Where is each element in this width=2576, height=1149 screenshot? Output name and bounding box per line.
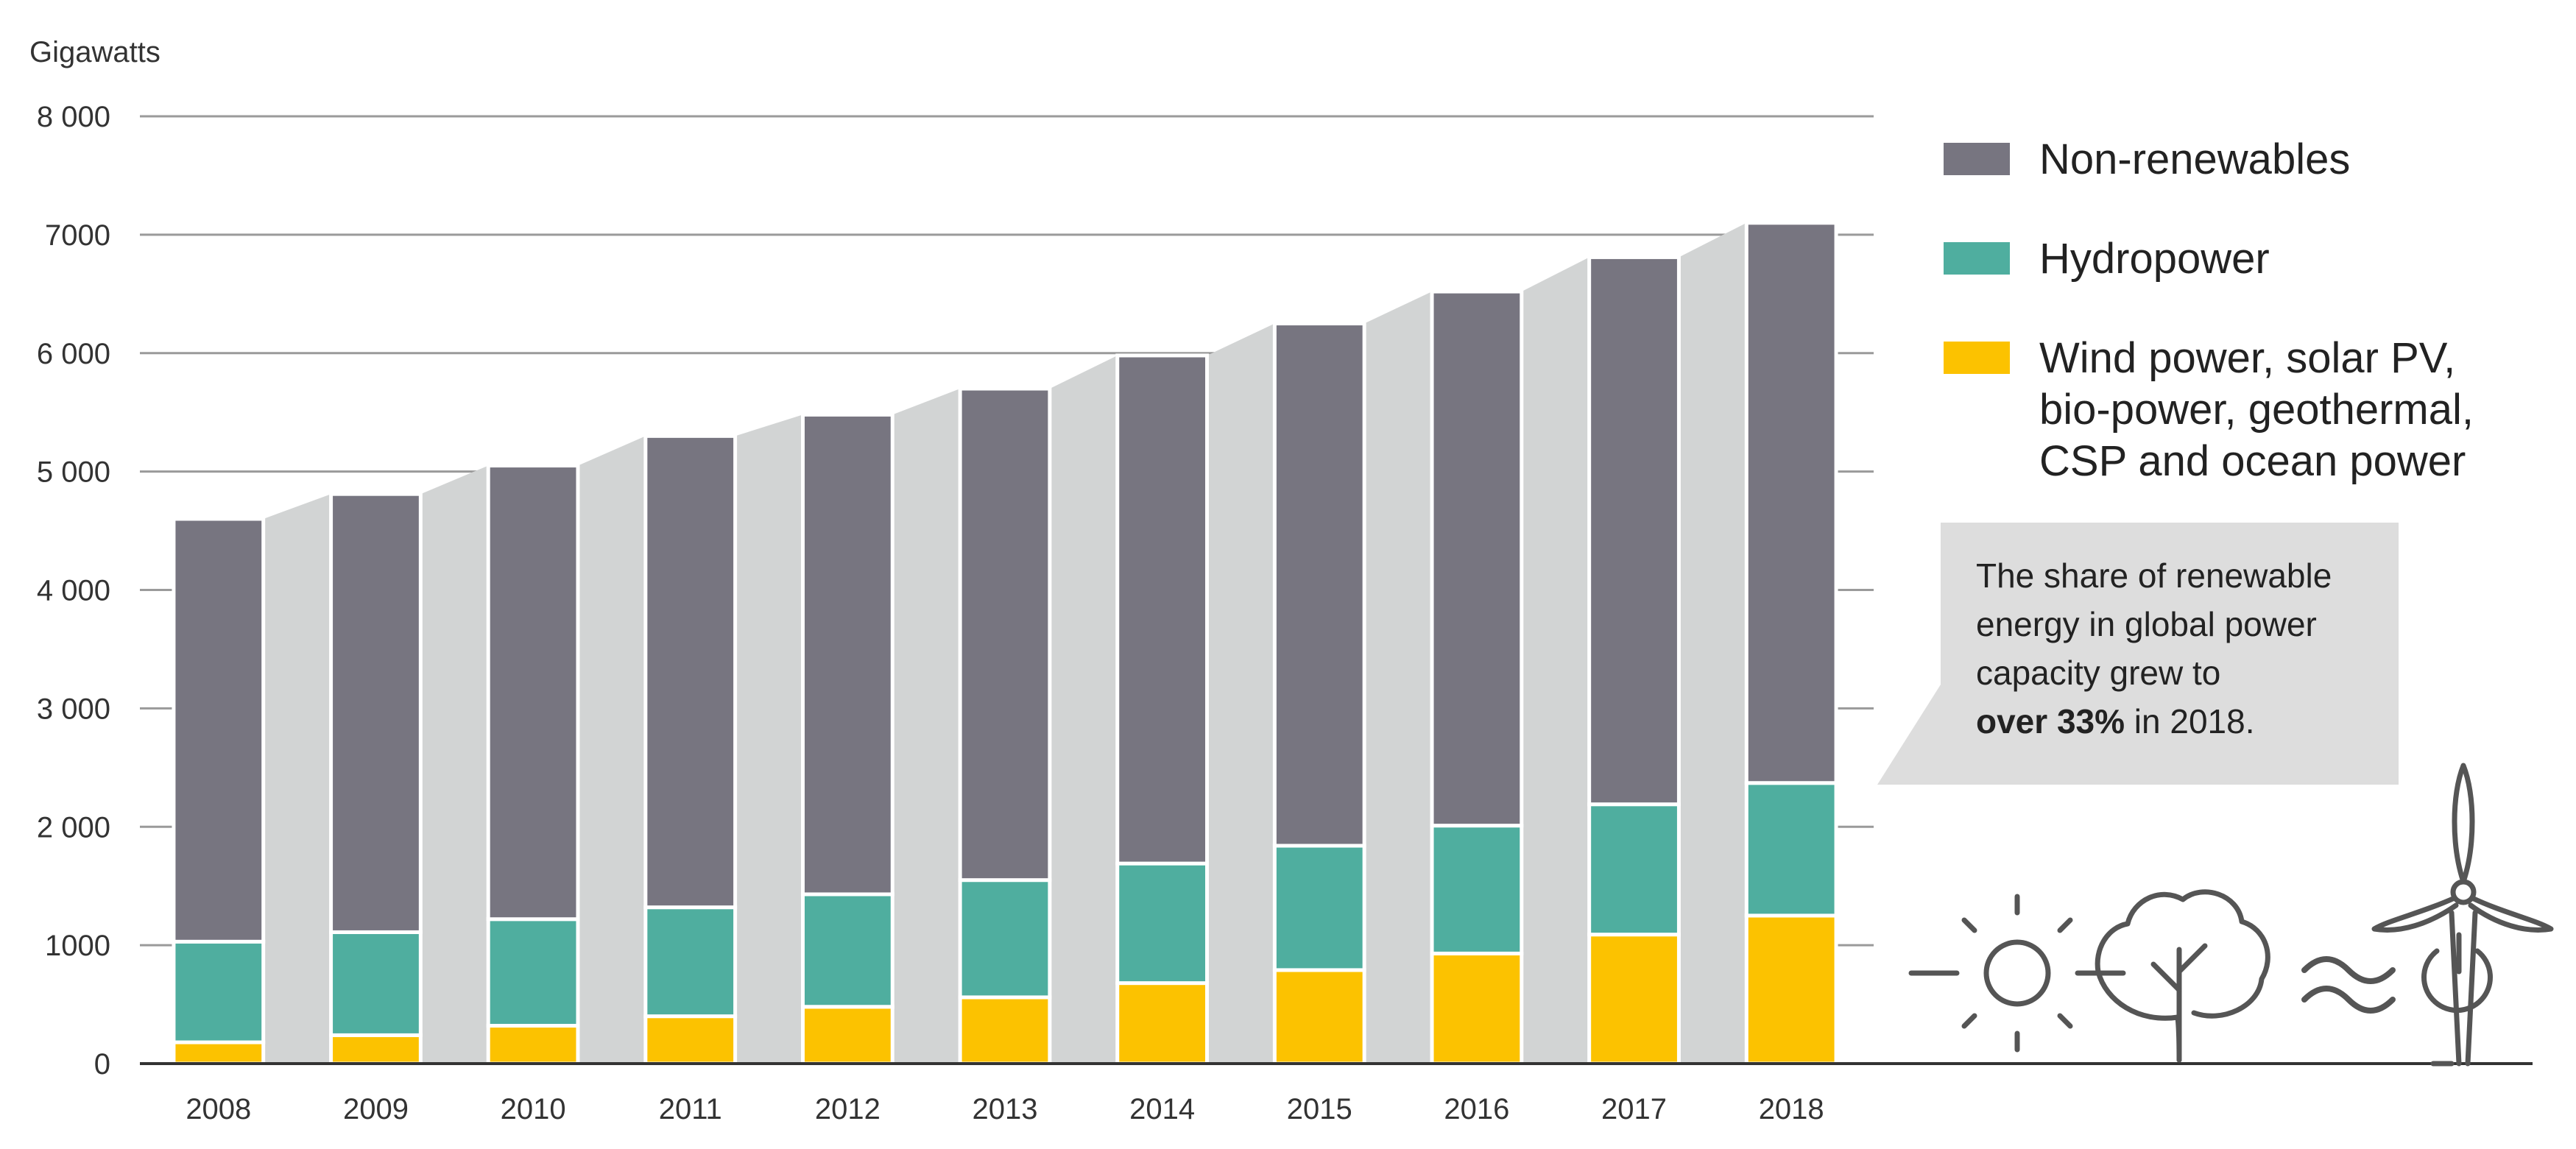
legend-label: bio-power, geothermal, [2039,386,2474,434]
sun-icon [1908,894,2126,1053]
legend-label: Wind power, solar PV, [2039,334,2455,382]
bar-segment-hydropower [958,878,1052,1000]
y-tick-label: 8 000 [37,101,110,133]
bar-segment-other-renewables [1587,933,1681,1066]
y-tick-label: 5 000 [37,456,110,489]
bar-segment-other-renewables [1115,981,1210,1066]
x-tick-label: 2016 [1444,1093,1509,1125]
callout-line-1: The share of renewable [1976,556,2332,595]
bar-segment-other-renewables [1744,913,1838,1066]
x-tick-label: 2009 [343,1093,409,1125]
x-tick-label: 2015 [1287,1093,1352,1125]
bar-segment-other-renewables [1272,968,1366,1066]
x-tick-label: 2008 [186,1093,251,1125]
legend: Non-renewables Hydropower Wind power, sola… [1944,135,2474,485]
legend-label: CSP and ocean power [2039,437,2466,485]
y-tick-label: 3 000 [37,693,110,725]
bar-segment-hydropower [800,892,894,1009]
bar-segment-hydropower [1115,861,1210,986]
bar-segment-non-renewables [958,386,1052,883]
callout: The share of renewable energy in global … [1877,523,2399,785]
bar-segment-non-renewables [1272,322,1366,848]
y-tick-label: 2 000 [37,811,110,844]
y-tick-label: 1000 [45,930,110,962]
bar-segment-hydropower [172,939,266,1044]
legend-label: Hydropower [2039,235,2270,283]
y-tick-label: 6 000 [37,338,110,370]
bar-segment-non-renewables [172,517,266,944]
bar-segment-non-renewables [800,412,894,897]
x-tick-label: 2012 [815,1093,881,1125]
bar-segment-hydropower [1430,824,1524,955]
x-tick-labels: 2008 2009 2010 2011 2012 2013 2014 2015 2016 2017… [186,1093,1824,1125]
legend-swatch [1944,143,2010,175]
bar-segment-other-renewables [329,1033,423,1066]
bar-segment-hydropower [1272,844,1366,972]
bar-segment-non-renewables [1744,221,1838,785]
y-tick-labels: 0 1000 2 000 3 000 4 000 5 000 6 000 7000 8 000 [37,101,110,1081]
bar-segment-hydropower [329,930,423,1037]
bar-segment-other-renewables [800,1005,894,1066]
y-tick-label: 4 000 [37,575,110,607]
bar-segment-hydropower [486,917,580,1028]
leaf-icon [2095,889,2270,1063]
bar-segment-hydropower [1744,781,1838,918]
callout-line-3: capacity grew to [1976,654,2220,692]
bar-segment-non-renewables [486,464,580,922]
bar-segment-hydropower [1587,802,1681,937]
bar-segment-non-renewables [1430,289,1524,828]
callout-line-4-rest: in 2018. [2125,702,2254,740]
bar-segment-other-renewables [172,1040,266,1066]
bar-segment-non-renewables [329,492,423,934]
legend-swatch [1944,342,2010,374]
bar-segment-other-renewables [958,995,1052,1066]
callout-line-2: energy in global power [1976,605,2317,643]
x-tick-label: 2010 [501,1093,566,1125]
x-tick-label: 2018 [1759,1093,1824,1125]
bar-segment-hydropower [643,905,738,1019]
bar-segment-other-renewables [486,1024,580,1066]
bar-segment-other-renewables [1430,951,1524,1066]
bar-segment-non-renewables [643,434,738,910]
callout-pointer [1877,685,1941,785]
y-axis-title: Gigawatts [29,36,160,68]
bar-segment-other-renewables [643,1014,738,1066]
callout-box [1941,523,2399,785]
x-tick-label: 2013 [973,1093,1038,1125]
y-tick-label: 7000 [45,219,110,252]
legend-label: Non-renewables [2039,135,2350,183]
y-tick-label: 0 [94,1048,110,1081]
bars [172,221,1838,1066]
bar-segment-non-renewables [1587,255,1681,807]
callout-highlight: over 33% [1976,702,2125,740]
x-tick-label: 2017 [1601,1093,1667,1125]
wind-turbine-icon [2371,763,2554,1067]
x-tick-label: 2014 [1129,1093,1195,1125]
x-tick-label: 2011 [659,1093,722,1125]
legend-swatch [1944,242,2010,275]
callout-line-4: over 33% in 2018. [1976,702,2255,740]
bar-segment-non-renewables [1115,353,1210,866]
water-wave-icon [2301,956,2396,1014]
